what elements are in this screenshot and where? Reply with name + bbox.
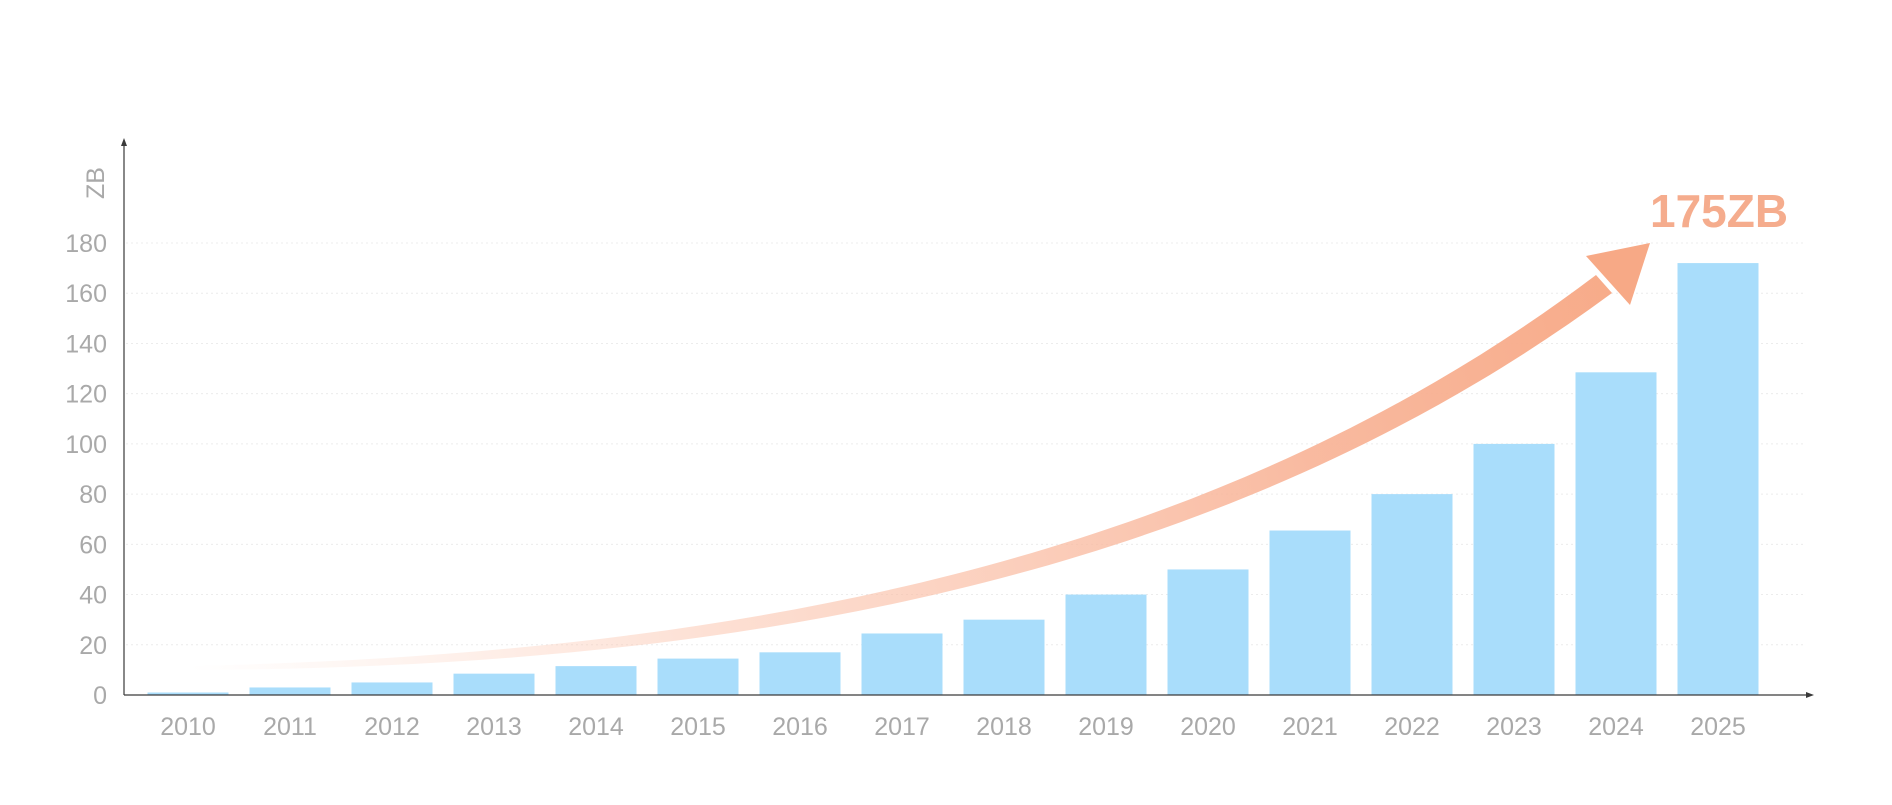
x-tick-label-2019: 2019 (1078, 713, 1134, 741)
y-tick-label-80: 80 (79, 481, 107, 509)
bar-2018 (963, 619, 1045, 695)
x-tick-label-2023: 2023 (1486, 713, 1542, 741)
x-tick-label-2012: 2012 (364, 713, 420, 741)
bar-2014 (555, 666, 637, 695)
bar-2023 (1473, 443, 1555, 695)
x-tick-label-2016: 2016 (772, 713, 828, 741)
x-tick-label-2017: 2017 (874, 713, 930, 741)
x-tick-label-2020: 2020 (1180, 713, 1236, 741)
x-tick-label-2025: 2025 (1690, 713, 1746, 741)
bars (147, 263, 1759, 695)
x-tick-label-2018: 2018 (976, 713, 1032, 741)
y-axis-arrow (121, 138, 127, 146)
x-tick-label-2024: 2024 (1588, 713, 1644, 741)
bar-2013 (453, 673, 535, 695)
x-axis-arrow (1806, 692, 1814, 698)
bar-2025 (1677, 263, 1759, 695)
y-tick-label-180: 180 (65, 230, 107, 258)
bar-2016 (759, 652, 841, 695)
y-axis-label: ZB (82, 167, 110, 199)
y-tick-label-60: 60 (79, 531, 107, 559)
bar-2020 (1167, 569, 1249, 695)
growth-arrow (190, 243, 1650, 670)
bar-2019 (1065, 594, 1147, 695)
bar-2024 (1575, 372, 1657, 695)
y-tick-labels: 0 20 40 60 80 100 120 140 160 180 (65, 230, 107, 710)
y-tick-label-20: 20 (79, 632, 107, 660)
y-tick-label-160: 160 (65, 280, 107, 308)
y-tick-label-100: 100 (65, 431, 107, 459)
bar-2017 (861, 633, 943, 695)
x-tick-labels: 2010 2011 2012 2013 2014 2015 2016 2017 2018 2019… (160, 713, 1746, 741)
bar-2011 (249, 687, 331, 695)
y-tick-label-40: 40 (79, 582, 107, 610)
x-tick-label-2015: 2015 (670, 713, 726, 741)
growth-arrow-head (1586, 243, 1650, 305)
annotation-175zb: 175ZB (1650, 185, 1788, 237)
bar-2015 (657, 658, 739, 695)
x-tick-label-2011: 2011 (263, 713, 317, 741)
x-tick-label-2013: 2013 (466, 713, 522, 741)
bar-2010 (147, 692, 229, 695)
bar-2022 (1371, 494, 1453, 695)
y-tick-label-0: 0 (93, 682, 107, 710)
y-tick-label-140: 140 (65, 330, 107, 358)
bar-2021 (1269, 530, 1351, 695)
y-tick-label-120: 120 (65, 381, 107, 409)
x-tick-label-2022: 2022 (1384, 713, 1440, 741)
growth-arrow-body (190, 275, 1612, 670)
x-tick-label-2021: 2021 (1282, 713, 1338, 741)
x-tick-label-2010: 2010 (160, 713, 216, 741)
bar-2012 (351, 682, 433, 695)
x-tick-label-2014: 2014 (568, 713, 624, 741)
axes (121, 138, 1814, 698)
